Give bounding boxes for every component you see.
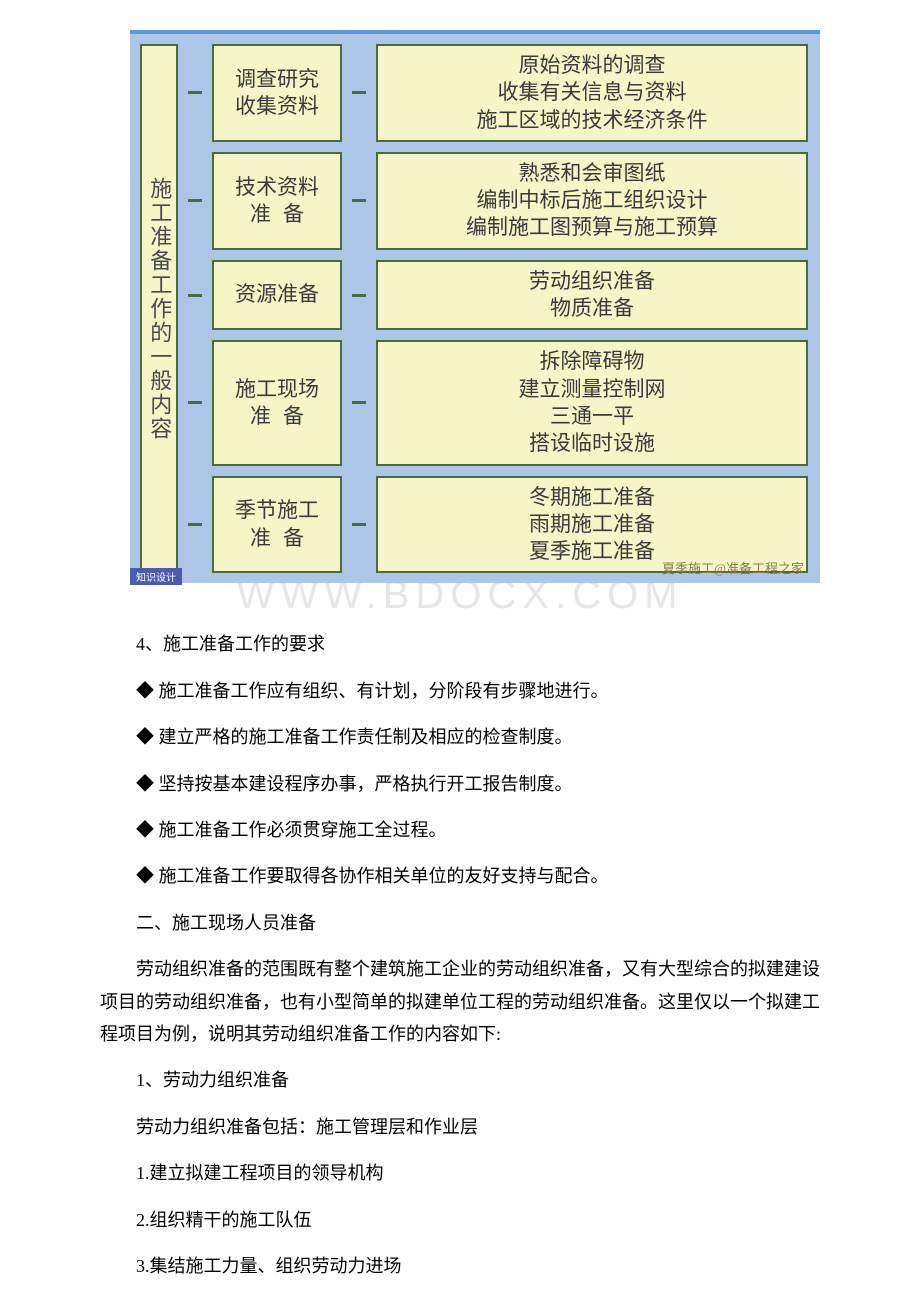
connector — [188, 152, 202, 250]
numbered-heading: 1、劳动力组织准备 — [100, 1064, 820, 1096]
bullet-line: ◆ 坚持按基本建设程序办事，严格执行开工报告制度。 — [100, 768, 820, 800]
right-text: 建立测量控制网 — [519, 376, 666, 403]
mid-text: 资源准备 — [235, 281, 319, 308]
bullet-line: ◆ 施工准备工作要取得各协作相关单位的友好支持与配合。 — [100, 860, 820, 892]
right-box-1: 原始资料的调查 收集有关信息与资料 施工区域的技术经济条件 — [376, 44, 808, 142]
mid-box-3: 资源准备 — [212, 260, 342, 331]
mid-text: 施工现场 — [235, 376, 319, 403]
bullet-line: ◆ 施工准备工作必须贯穿施工全过程。 — [100, 814, 820, 846]
mid-text: 准备 — [238, 525, 316, 552]
right-text: 物质准备 — [550, 295, 634, 322]
mid-box-2: 技术资料 准备 — [212, 152, 342, 250]
right-text: 收集有关信息与资料 — [498, 79, 687, 106]
list-item: 2.组织精干的施工队伍 — [100, 1204, 820, 1236]
document-content: 4、施工准备工作的要求 ◆ 施工准备工作应有组织、有计划，分阶段有步骤地进行。 … — [0, 628, 920, 1282]
section-2-heading: 二、施工现场人员准备 — [100, 907, 820, 939]
right-text: 冬期施工准备 — [529, 484, 655, 511]
right-text: 夏季施工准备 — [529, 538, 655, 565]
right-text: 拆除障碍物 — [540, 348, 645, 375]
right-text: 劳动组织准备 — [529, 268, 655, 295]
right-text: 编制中标后施工组织设计 — [477, 187, 708, 214]
diagram-left-label: 施工准备工作的一般内容 — [140, 44, 178, 573]
right-text: 三通一平 — [550, 403, 634, 430]
left-label-text: 施工准备工作的一般内容 — [145, 177, 174, 441]
diagram-wrapper: 施工准备工作的一般内容 调查研究 收集资料 原始资料的调查 收集有关信息与资料 … — [0, 20, 920, 583]
mid-text: 季节施工 — [235, 497, 319, 524]
mid-text: 准备 — [238, 403, 316, 430]
mid-text: 收集资料 — [235, 93, 319, 120]
right-text: 编制施工图预算与施工预算 — [466, 214, 718, 241]
paragraph: 劳动组织准备的范围既有整个建筑施工企业的劳动组织准备，又有大型综合的拟建建设项目… — [100, 953, 820, 1050]
overlay-watermark: 夏季施工@准备工程之家 — [662, 558, 804, 577]
bullet-line: ◆ 施工准备工作应有组织、有计划，分阶段有步骤地进行。 — [100, 675, 820, 707]
mid-box-4: 施工现场 准备 — [212, 340, 342, 465]
diagram-row: 技术资料 准备 熟悉和会审图纸 编制中标后施工组织设计 编制施工图预算与施工预算 — [188, 152, 808, 250]
right-box-4: 拆除障碍物 建立测量控制网 三通一平 搭设临时设施 — [376, 340, 808, 465]
mid-text: 准备 — [238, 201, 316, 228]
diagram-rows: 调查研究 收集资料 原始资料的调查 收集有关信息与资料 施工区域的技术经济条件 … — [188, 44, 808, 573]
connector — [188, 44, 202, 142]
mid-text: 调查研究 — [235, 66, 319, 93]
connector — [352, 44, 366, 142]
bullet-line: ◆ 建立严格的施工准备工作责任制及相应的检查制度。 — [100, 721, 820, 753]
connector — [352, 260, 366, 331]
text-line: 劳动力组织准备包括：施工管理层和作业层 — [100, 1111, 820, 1143]
connector — [188, 260, 202, 331]
right-text: 搭设临时设施 — [529, 430, 655, 457]
footer-tag: 知识设计 — [130, 568, 182, 585]
connector — [352, 152, 366, 250]
list-item: 1.建立拟建工程项目的领导机构 — [100, 1157, 820, 1189]
diagram-row: 资源准备 劳动组织准备 物质准备 — [188, 260, 808, 331]
right-text: 原始资料的调查 — [519, 52, 666, 79]
mid-box-5: 季节施工 准备 — [212, 476, 342, 574]
mid-box-1: 调查研究 收集资料 — [212, 44, 342, 142]
right-text: 施工区域的技术经济条件 — [477, 107, 708, 134]
connector — [188, 340, 202, 465]
paragraph-text: 劳动组织准备的范围既有整个建筑施工企业的劳动组织准备，又有大型综合的拟建建设项目… — [100, 959, 820, 1044]
right-box-2: 熟悉和会审图纸 编制中标后施工组织设计 编制施工图预算与施工预算 — [376, 152, 808, 250]
mid-text: 技术资料 — [235, 174, 319, 201]
diagram-row: 调查研究 收集资料 原始资料的调查 收集有关信息与资料 施工区域的技术经济条件 — [188, 44, 808, 142]
right-text: 熟悉和会审图纸 — [519, 160, 666, 187]
connector — [188, 476, 202, 574]
right-box-3: 劳动组织准备 物质准备 — [376, 260, 808, 331]
heading-4: 4、施工准备工作的要求 — [100, 628, 820, 660]
connector — [352, 340, 366, 465]
connector — [352, 476, 366, 574]
right-text: 雨期施工准备 — [529, 511, 655, 538]
preparation-diagram: 施工准备工作的一般内容 调查研究 收集资料 原始资料的调查 收集有关信息与资料 … — [130, 30, 820, 583]
diagram-row: 施工现场 准备 拆除障碍物 建立测量控制网 三通一平 搭设临时设施 — [188, 340, 808, 465]
list-item: 3.集结施工力量、组织劳动力进场 — [100, 1250, 820, 1282]
